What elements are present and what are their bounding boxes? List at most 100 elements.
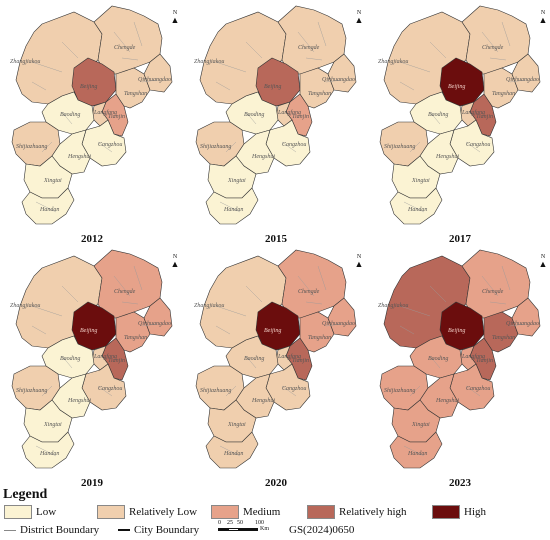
panel-year-label: 2017 [449, 233, 471, 245]
north-arrow-icon: N ▲ [354, 254, 364, 269]
district-boundary [317, 265, 327, 291]
city-label-handan: Handan [224, 207, 244, 213]
region-qinhuangdao [143, 297, 173, 337]
district-boundary [325, 79, 343, 83]
district-boundary [225, 385, 237, 397]
district-boundary [41, 385, 53, 397]
city-label-langfang: Langfang [462, 354, 486, 360]
city-label-qinhuangdao: Qinhuangdao [322, 321, 355, 327]
city-label-hengshui: Hengshui [68, 154, 91, 160]
legend-item-high: High [432, 505, 486, 519]
district-boundary [399, 325, 415, 335]
city-label-hengshui: Hengshui [68, 398, 91, 404]
district-boundary [35, 445, 57, 457]
district-boundary [297, 275, 315, 297]
district-boundary [31, 325, 47, 335]
city-label-cangzhou: Cangzhou [98, 142, 123, 148]
city-label-baoding: Baoding [244, 112, 265, 118]
region-tangshan [483, 67, 519, 109]
scale-tick-50: 50 [237, 520, 243, 526]
district-boundary-line [4, 529, 16, 531]
city-label-langfang: Langfang [94, 110, 118, 116]
city-label-beijing: Beijing [448, 84, 466, 90]
district-boundary [409, 385, 421, 397]
map-panel-2015: Zhangjiakou Chengde Beijing Tianjin Tangshan… [186, 2, 366, 247]
city-label-zhangjiakou: Zhangjiakou [194, 303, 225, 309]
district-boundary [225, 141, 237, 153]
city-label-tangshan: Tangshan [124, 91, 148, 97]
district-boundary [41, 141, 53, 153]
city-label-tangshan: Tangshan [492, 335, 516, 341]
region-baoding [225, 91, 279, 135]
panel-year-label: 2012 [81, 233, 103, 245]
city-label-chengde: Chengde [298, 45, 320, 51]
district-boundary [399, 81, 415, 91]
city-label-hengshui: Hengshui [252, 154, 275, 160]
legend-swatch-relatively-low [97, 505, 125, 519]
district-boundary [245, 355, 257, 369]
district-boundary [215, 81, 231, 91]
district-boundary [113, 31, 131, 53]
city-label-tianjin: Tianjin [108, 358, 126, 364]
district-boundary [305, 57, 323, 61]
city-label-hengshui: Hengshui [252, 398, 275, 404]
district-boundary [219, 445, 241, 457]
region-baoding [409, 335, 463, 379]
map-panel-2020: Zhangjiakou Chengde Beijing Tianjin Tangshan… [186, 246, 366, 491]
region-tangshan [115, 67, 151, 109]
district-boundary [141, 323, 159, 327]
district-boundary [465, 385, 481, 397]
district-boundary [97, 141, 113, 153]
north-arrow-icon: N ▲ [538, 10, 548, 25]
city-label-beijing: Beijing [264, 84, 282, 90]
legend-label-high: High [464, 506, 486, 518]
city-label-qinhuangdao: Qinhuangdao [322, 77, 355, 83]
district-boundary [509, 79, 527, 83]
city-label-hengshui: Hengshui [436, 154, 459, 160]
legend-district-boundary: District Boundary [4, 524, 99, 536]
district-boundary [245, 41, 263, 59]
city-label-qinhuangdao: Qinhuangdao [138, 77, 171, 83]
region-handan [205, 187, 259, 225]
region-handan [389, 187, 443, 225]
city-label-chengde: Chengde [298, 289, 320, 295]
city-label-cangzhou: Cangzhou [466, 386, 491, 392]
city-label-chengde: Chengde [482, 45, 504, 51]
city-label-tangshan: Tangshan [308, 91, 332, 97]
district-boundary [403, 445, 425, 457]
city-label-xingtai: Xingtai [228, 422, 246, 428]
map-panel-2017: Zhangjiakou Chengde Beijing Tianjin Tangshan… [370, 2, 550, 247]
district-boundary [215, 305, 247, 317]
city-label-beijing: Beijing [80, 84, 98, 90]
city-label-zhangjiakou: Zhangjiakou [194, 59, 225, 65]
district-boundary [399, 305, 431, 317]
region-baoding [41, 335, 95, 379]
city-label-tangshan: Tangshan [492, 91, 516, 97]
district-boundary [489, 301, 507, 305]
district-boundary [465, 141, 481, 153]
legend-label-medium: Medium [243, 506, 281, 518]
panel-year-label: 2020 [265, 477, 287, 489]
city-label-xingtai: Xingtai [412, 178, 430, 184]
legend: Legend Low Relatively Low Medium Relativ… [0, 487, 550, 540]
city-label-langfang: Langfang [94, 354, 118, 360]
region-tangshan [115, 311, 151, 353]
district-boundary [113, 275, 131, 297]
city-label-langfang: Langfang [278, 354, 302, 360]
region-baoding [41, 91, 95, 135]
district-boundary [305, 301, 323, 305]
region-tangshan [483, 311, 519, 353]
city-label-cangzhou: Cangzhou [282, 386, 307, 392]
region-qinhuangdao [327, 53, 357, 93]
city-label-tianjin: Tianjin [476, 358, 494, 364]
city-label-baoding: Baoding [244, 356, 265, 362]
district-boundary [133, 21, 143, 47]
region-handan [389, 431, 443, 469]
city-label-cangzhou: Cangzhou [282, 142, 307, 148]
district-boundary [31, 81, 47, 91]
district-boundary [97, 385, 113, 397]
district-boundary-label: District Boundary [20, 524, 100, 536]
city-label-langfang: Langfang [278, 110, 302, 116]
city-label-tianjin: Tianjin [108, 114, 126, 120]
city-label-beijing: Beijing [264, 328, 282, 334]
